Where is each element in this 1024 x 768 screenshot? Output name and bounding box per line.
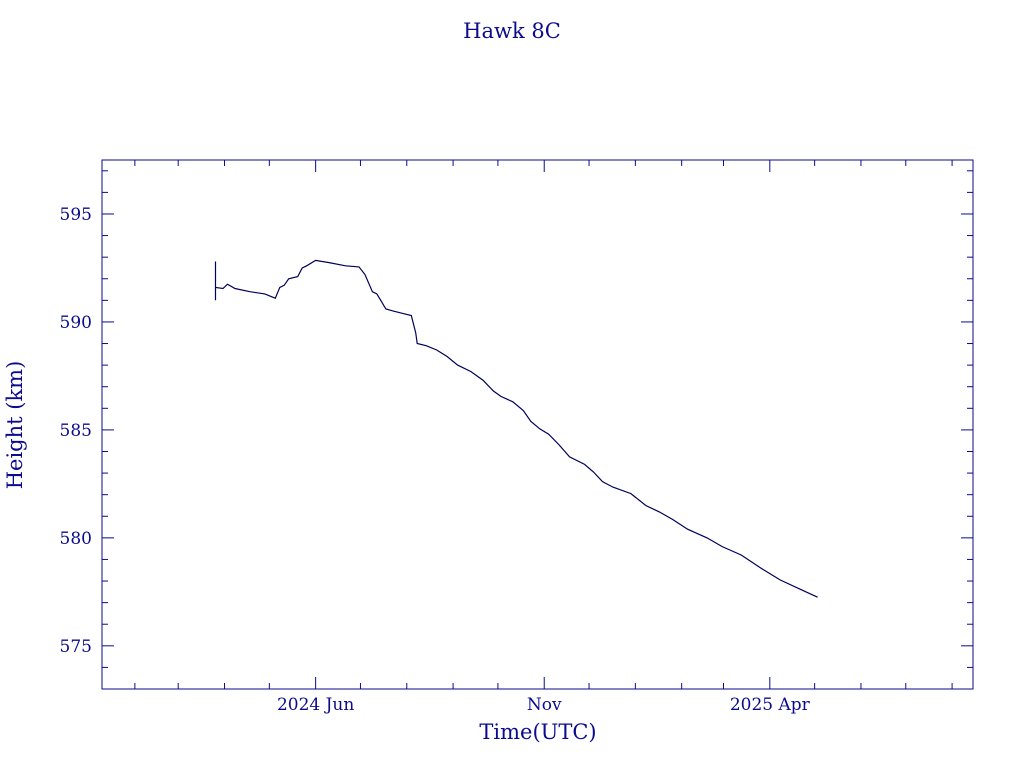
axis-ticks bbox=[102, 160, 973, 690]
x-tick-label: 2024 Jun bbox=[277, 695, 354, 715]
y-tick-label: 595 bbox=[60, 205, 92, 225]
x-tick-label: Nov bbox=[527, 695, 562, 715]
y-tick-label: 585 bbox=[60, 421, 92, 441]
plot-frame bbox=[101, 159, 974, 690]
x-axis-label: Time(UTC) bbox=[479, 720, 596, 744]
tick-labels: 575 580 585 590 595 2024 Jun Nov 2025 Apr bbox=[60, 205, 811, 715]
chart-title: Hawk 8C bbox=[463, 19, 561, 43]
y-tick-label: 590 bbox=[60, 313, 92, 333]
y-tick-label: 575 bbox=[60, 637, 92, 657]
y-axis-label: Height (km) bbox=[3, 361, 27, 490]
x-tick-label: 2025 Apr bbox=[730, 695, 811, 715]
y-tick-label: 580 bbox=[60, 529, 92, 549]
height-series-line bbox=[214, 259, 818, 598]
